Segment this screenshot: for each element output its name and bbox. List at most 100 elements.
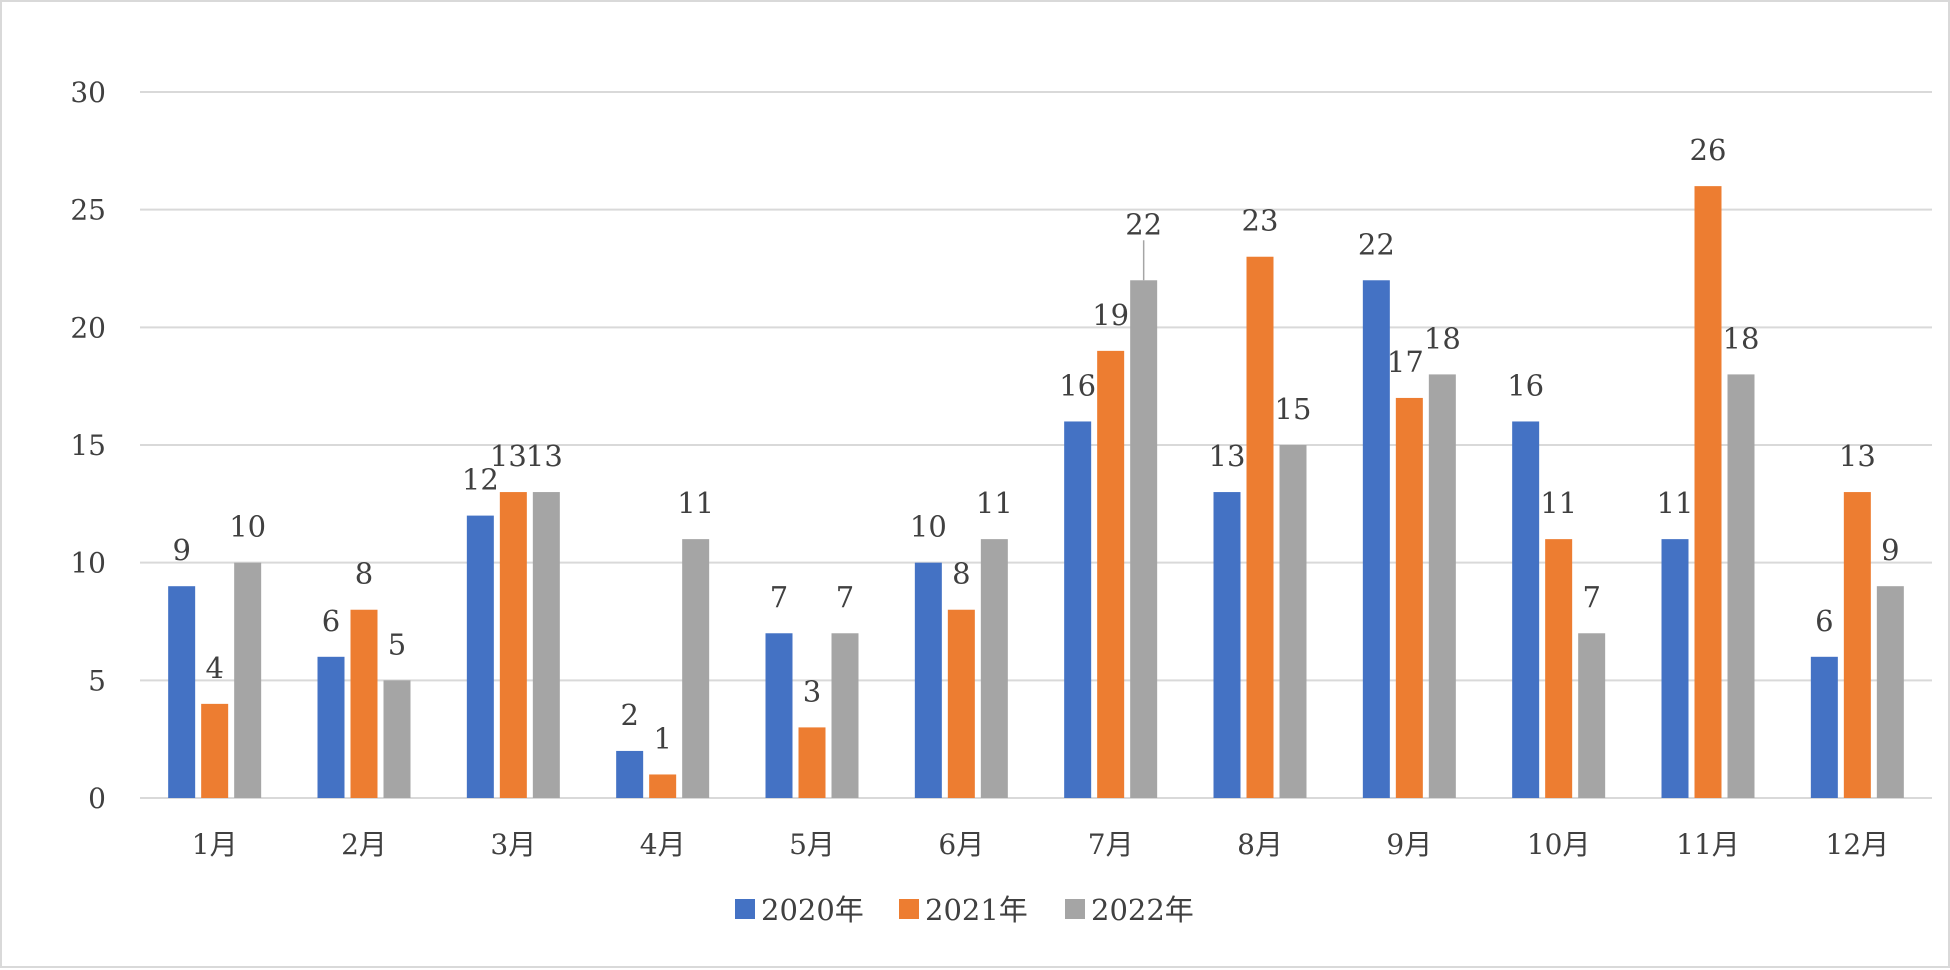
bar-2020年-5月 <box>765 633 793 798</box>
bar-2020年-8月 <box>1213 492 1241 798</box>
data-label: 12 <box>462 463 499 497</box>
data-label: 3 <box>803 674 821 708</box>
data-label: 6 <box>322 604 340 638</box>
data-label: 18 <box>1424 321 1461 355</box>
bar-2021年-4月 <box>649 774 677 798</box>
bar-2022年-9月 <box>1428 374 1456 798</box>
bar-2021年-12月 <box>1843 492 1871 798</box>
data-label: 13 <box>1209 439 1246 473</box>
gridlines <box>140 91 1932 799</box>
bar-2021年-9月 <box>1395 397 1423 798</box>
data-label: 23 <box>1242 204 1279 238</box>
bar-2021年-11月 <box>1694 186 1722 799</box>
x-tick-label: 1月 <box>192 828 238 861</box>
x-tick-label: 2月 <box>341 828 387 861</box>
y-tick-label: 30 <box>70 76 106 109</box>
bar-2022年-2月 <box>383 680 411 798</box>
bar-2022年-7月 <box>1130 280 1158 798</box>
data-label: 26 <box>1690 133 1727 167</box>
bar-2020年-7月 <box>1064 421 1092 798</box>
data-label: 9 <box>1881 533 1899 567</box>
x-tick-label: 5月 <box>789 828 835 861</box>
bar-2020年-9月 <box>1362 280 1390 798</box>
bar-2021年-3月 <box>499 492 527 798</box>
data-label: 11 <box>1657 486 1694 520</box>
bar-2021年-8月 <box>1246 256 1274 798</box>
bar-2022年-6月 <box>980 539 1008 798</box>
y-tick-label: 20 <box>70 311 106 344</box>
data-label: 11 <box>677 486 714 520</box>
x-tick-label: 7月 <box>1088 828 1134 861</box>
x-tick-label: 4月 <box>640 828 686 861</box>
bar-2020年-11月 <box>1661 539 1689 798</box>
data-label: 8 <box>355 557 373 591</box>
x-tick-label: 3月 <box>490 828 536 861</box>
data-label: 16 <box>1507 368 1544 402</box>
legend-label: 2020年 <box>761 893 864 927</box>
bar-2021年-2月 <box>350 609 378 798</box>
x-tick-label: 11月 <box>1676 828 1740 861</box>
bar-2020年-3月 <box>466 515 494 798</box>
data-label: 22 <box>1125 207 1162 241</box>
y-tick-label: 10 <box>70 547 106 580</box>
data-label: 5 <box>388 627 406 661</box>
bar-2020年-6月 <box>914 562 942 798</box>
data-label: 15 <box>1275 392 1312 426</box>
bar-2020年-4月 <box>616 750 644 798</box>
data-label: 7 <box>770 580 788 614</box>
x-tick-label: 9月 <box>1386 828 1432 861</box>
data-label: 4 <box>205 651 223 685</box>
y-axis-tick-labels: 0 5 10 15 20 25 30 <box>70 76 106 815</box>
data-label: 17 <box>1387 345 1424 379</box>
y-tick-label: 5 <box>88 664 106 697</box>
bar-2022年-4月 <box>682 539 710 798</box>
data-label: 16 <box>1059 368 1096 402</box>
bar-2021年-1月 <box>201 703 229 798</box>
x-tick-label: 12月 <box>1826 828 1890 861</box>
bar-2020年-1月 <box>168 586 196 798</box>
y-tick-label: 25 <box>70 194 106 227</box>
data-label: 22 <box>1358 227 1395 261</box>
bar-2022年-12月 <box>1876 586 1904 798</box>
bars <box>168 186 1904 799</box>
data-label: 7 <box>836 580 854 614</box>
x-tick-label: 8月 <box>1237 828 1283 861</box>
bar-2021年-6月 <box>947 609 975 798</box>
bar-2022年-5月 <box>831 633 859 798</box>
data-label: 13 <box>1839 439 1876 473</box>
bar-2022年-11月 <box>1727 374 1755 798</box>
data-label: 10 <box>910 510 947 544</box>
data-label: 7 <box>1582 580 1600 614</box>
data-label: 19 <box>1092 298 1129 332</box>
data-label: 11 <box>976 486 1013 520</box>
legend-label: 2022年 <box>1091 893 1194 927</box>
data-label: 9 <box>172 533 190 567</box>
legend-swatch <box>1065 899 1085 919</box>
y-tick-label: 0 <box>88 782 106 815</box>
bar-2020年-2月 <box>317 656 345 798</box>
data-label: 11 <box>1540 486 1577 520</box>
legend-swatch <box>735 899 755 919</box>
x-tick-label: 10月 <box>1527 828 1591 861</box>
data-label: 6 <box>1815 604 1833 638</box>
legend-swatch <box>899 899 919 919</box>
y-tick-label: 15 <box>70 429 106 462</box>
legend: 2020年 2021年 2022年 <box>735 893 1194 927</box>
bar-2021年-10月 <box>1545 539 1573 798</box>
bar-2022年-1月 <box>234 562 262 798</box>
bar-2021年-7月 <box>1097 350 1125 798</box>
data-label: 8 <box>952 557 970 591</box>
data-label: 13 <box>490 439 527 473</box>
data-label: 2 <box>620 698 638 732</box>
data-label: 1 <box>653 721 671 755</box>
bar-2022年-3月 <box>532 492 560 798</box>
bar-2021年-5月 <box>798 727 826 798</box>
bar-2022年-8月 <box>1279 445 1307 798</box>
bar-2020年-10月 <box>1512 421 1540 798</box>
bar-2022年-10月 <box>1578 633 1606 798</box>
x-tick-label: 6月 <box>938 828 984 861</box>
data-label: 18 <box>1723 321 1760 355</box>
data-label: 13 <box>526 439 563 473</box>
